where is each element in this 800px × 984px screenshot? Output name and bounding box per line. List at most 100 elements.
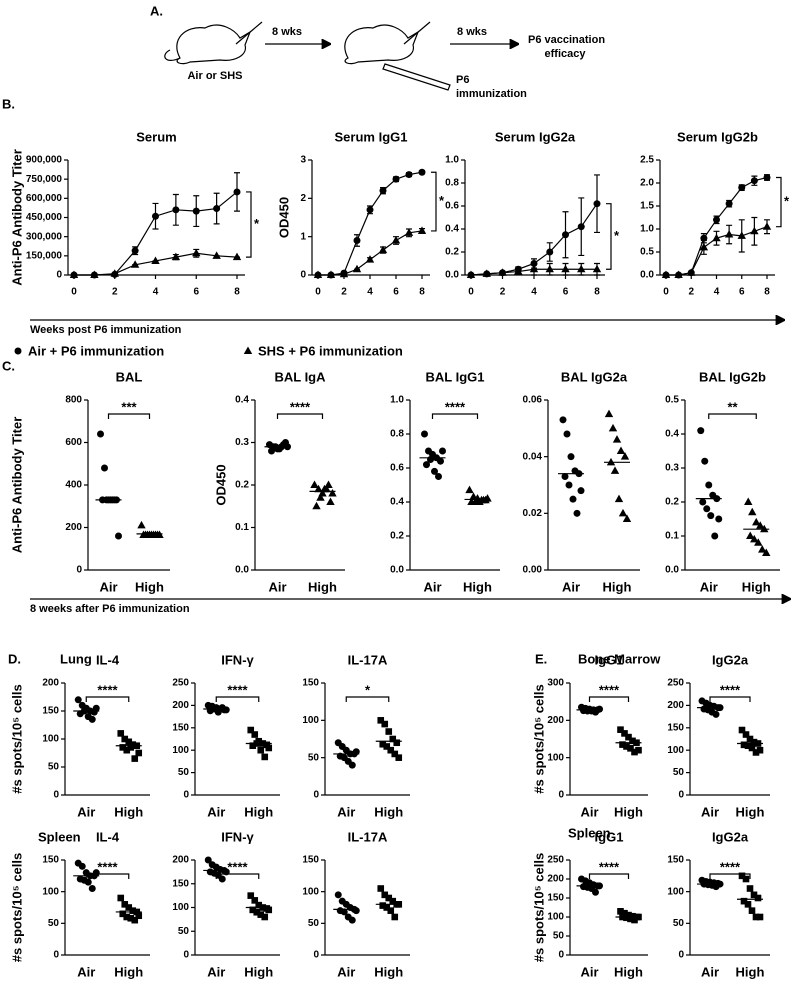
significance-bracket (246, 191, 252, 258)
point (627, 745, 634, 752)
y-tick-label: 0.8 (390, 429, 404, 440)
point (750, 891, 758, 899)
point (705, 481, 713, 489)
point (608, 423, 618, 432)
point (353, 237, 361, 244)
section-label: Bone Marrow (578, 651, 661, 666)
significance-label: **** (97, 859, 118, 874)
point (754, 538, 763, 546)
point (750, 177, 758, 185)
y-tick-label: 100 (172, 902, 189, 913)
point (712, 710, 720, 718)
chart-title: IL-17A (348, 652, 388, 667)
y-tick-label: 0.6 (445, 201, 459, 212)
significance-bracket (345, 696, 390, 702)
point (725, 200, 733, 208)
significance-label: **** (445, 399, 466, 414)
point (253, 908, 261, 916)
significance-label: * (784, 194, 790, 209)
section-label: Spleen (38, 829, 81, 844)
y-axis-label: OD450 (213, 464, 228, 505)
point (212, 251, 221, 259)
point (561, 264, 570, 273)
significance-label: **** (599, 859, 620, 874)
point (127, 914, 135, 922)
point (249, 742, 257, 750)
point (466, 270, 476, 278)
point (748, 744, 756, 752)
y-tick-label: 0.06 (523, 395, 543, 406)
point (328, 489, 337, 497)
y-tick-label: 250 (172, 678, 189, 689)
point (326, 497, 335, 505)
point (334, 891, 342, 899)
y-tick-label: 50 (178, 767, 190, 778)
x-tick-label: High (374, 804, 403, 819)
point (577, 223, 585, 231)
point (746, 735, 754, 743)
point (687, 268, 696, 276)
y-tick-label: 1.5 (640, 201, 654, 212)
point (14, 347, 22, 355)
point (762, 222, 772, 230)
point (577, 264, 586, 273)
point (314, 484, 323, 493)
y-tick-label: 0.04 (523, 451, 543, 462)
chart-title: IL-4 (96, 652, 120, 667)
y-tick-label: 0.0 (235, 565, 249, 576)
point (627, 915, 634, 923)
chart-title: IgG1 (595, 829, 624, 844)
point (482, 269, 491, 277)
y-tick-label: 0 (53, 950, 59, 961)
point (379, 740, 387, 748)
point (565, 481, 573, 489)
y-tick-label: 50 (308, 918, 320, 929)
point (435, 473, 442, 480)
point (391, 236, 401, 244)
y-tick-label: 0.0 (445, 270, 459, 281)
point (763, 173, 771, 181)
point (699, 242, 709, 251)
x-tick-label: Air (77, 964, 95, 979)
x-tick-label: High (308, 579, 337, 594)
point (121, 901, 129, 908)
point (742, 731, 750, 738)
chart-title: Serum IgG2b (677, 129, 758, 144)
point (381, 891, 389, 899)
point (101, 464, 108, 472)
significance-bracket (215, 696, 260, 702)
significance-label: * (439, 193, 445, 208)
y-tick-label: 250 (667, 678, 684, 689)
x-tick-label: Air (337, 804, 355, 819)
point (674, 270, 683, 278)
point (233, 188, 241, 196)
y-tick-label: 400 (65, 480, 82, 491)
y-tick-label: 0.1 (235, 522, 249, 533)
y-tick-label: 200 (42, 678, 59, 689)
point (123, 913, 131, 921)
point (365, 255, 375, 263)
point (737, 231, 746, 239)
point (740, 741, 748, 749)
y-tick-label: 0 (183, 790, 189, 801)
y-tick-label: 150 (172, 722, 189, 733)
significance-bracket (709, 873, 751, 879)
y-tick-label: 0.2 (390, 531, 404, 542)
significance-label: ** (727, 399, 738, 414)
y-tick-label: 0 (313, 950, 319, 961)
line (318, 230, 423, 276)
point (756, 521, 765, 529)
y-tick-label: 250 (547, 855, 564, 866)
y-tick-label: 0 (76, 565, 82, 576)
significance-label: * (365, 682, 371, 697)
y-tick-label: 150 (302, 678, 319, 689)
point (740, 897, 748, 905)
y-tick-label: 0.2 (445, 247, 459, 258)
y-tick-label: 100 (42, 886, 59, 897)
significance-bracket (708, 413, 757, 419)
point (621, 909, 628, 917)
point (697, 427, 705, 435)
y-tick-label: 150 (172, 878, 189, 889)
point (340, 908, 348, 916)
y-tick-label: 50 (48, 918, 60, 929)
